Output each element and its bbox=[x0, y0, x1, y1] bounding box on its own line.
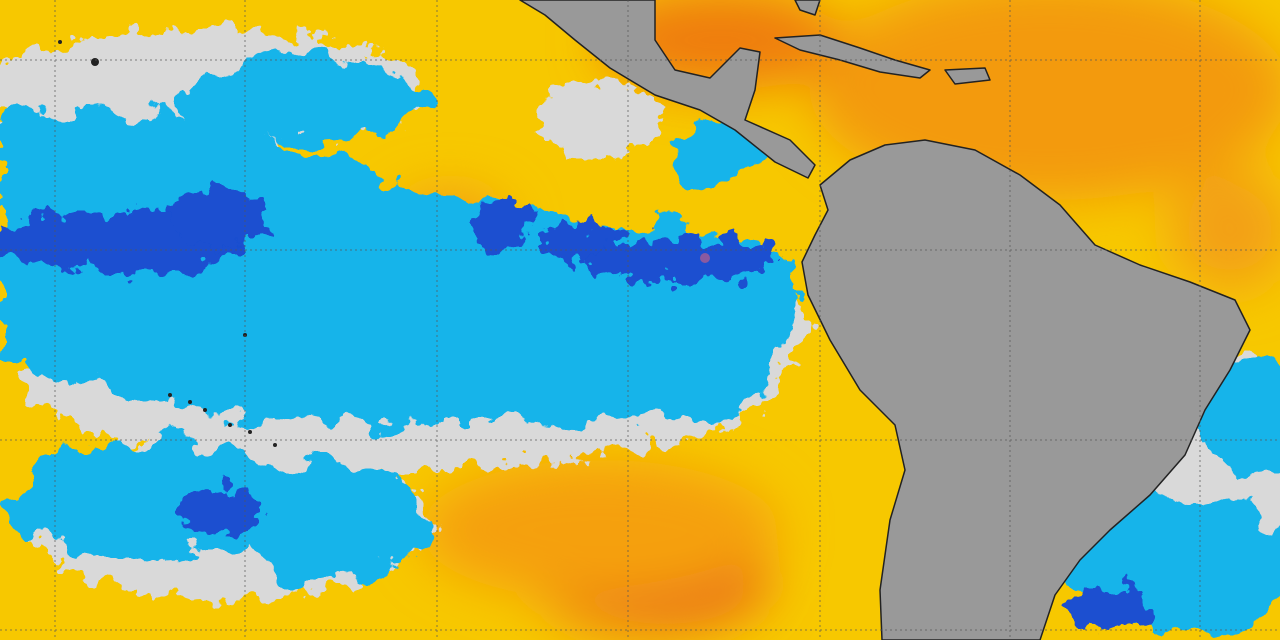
land bbox=[519, 0, 1251, 640]
central-america bbox=[519, 0, 816, 179]
islands bbox=[58, 40, 710, 447]
strong-cool-anomalies bbox=[0, 185, 1150, 635]
hispaniola bbox=[944, 67, 991, 85]
south-america bbox=[801, 139, 1251, 640]
florida bbox=[794, 0, 821, 16]
